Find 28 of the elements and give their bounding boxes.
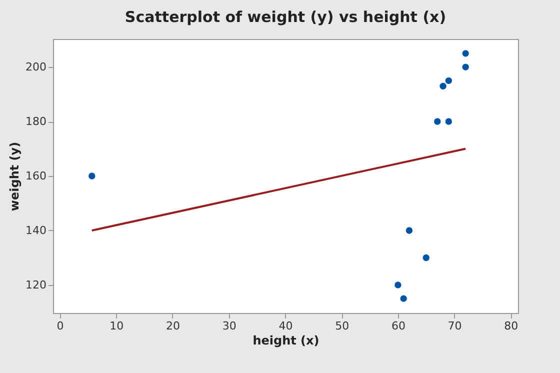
x-tick-label: 0 [56, 320, 64, 332]
point [400, 295, 407, 302]
point [394, 282, 402, 288]
point [406, 227, 413, 234]
x-axis-title: height (x) [252, 334, 320, 348]
x-tick-label: 80 [504, 320, 518, 332]
y-tick-label: 120 [26, 278, 46, 292]
point [440, 82, 446, 90]
y-tick-label: 160 [26, 170, 46, 182]
point [462, 64, 469, 70]
y-tick-label: 180 [26, 115, 46, 128]
x-tick-label: 60 [391, 320, 406, 332]
x-tick-label: 30 [222, 320, 236, 332]
y-axis-title: weight (y) [8, 142, 22, 212]
point [445, 118, 452, 125]
x-tick-label: 50 [335, 320, 350, 332]
point [88, 172, 96, 180]
x-tick-label: 10 [110, 320, 124, 332]
point [462, 50, 469, 57]
x-tick-label: 40 [278, 320, 293, 332]
x-tick-label: 70 [448, 320, 462, 332]
chart-title: Scatterplot of weight (y) vs height (x) [124, 8, 446, 26]
y-tick-label: 200 [26, 60, 46, 74]
x-tick-label: 20 [166, 320, 180, 332]
y-tick-label: 140 [26, 224, 46, 237]
point [445, 77, 452, 84]
point [434, 118, 441, 125]
point [422, 254, 430, 262]
